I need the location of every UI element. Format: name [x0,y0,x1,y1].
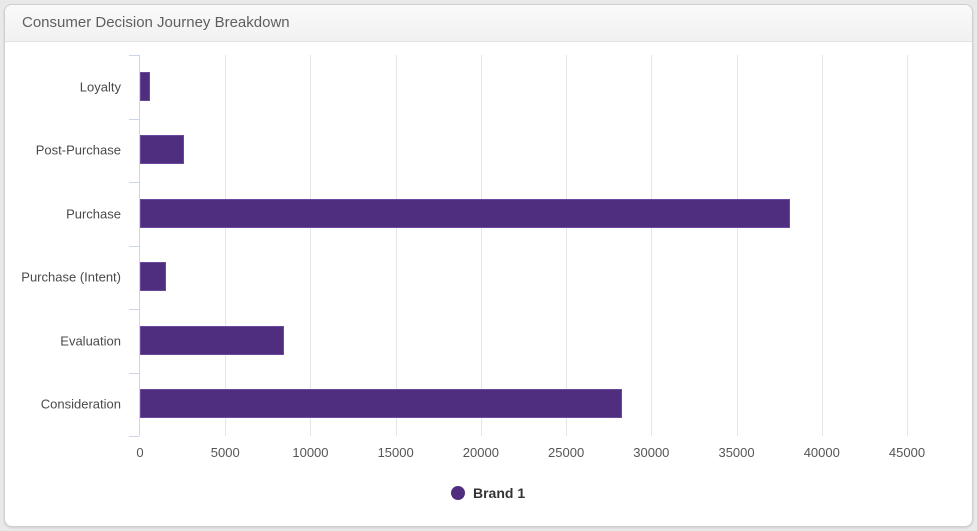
y-tick-mark [129,372,139,374]
x-tick-label: 15000 [377,445,414,460]
bar-purchase[interactable] [140,198,791,228]
card-header: Consumer Decision Journey Breakdown [5,5,972,42]
gridline [310,55,312,436]
bar-loyalty[interactable] [140,71,151,101]
gridline [566,55,568,436]
y-tick-mark [129,309,139,310]
category-label: Consideration [40,396,121,412]
bar-purchase-intent[interactable] [140,262,166,292]
x-tick-label: 45000 [888,445,926,460]
legend-item-brand-1[interactable]: Brand 1 [451,485,525,501]
category-label: Purchase [66,206,121,222]
gridline [395,55,397,436]
legend-label: Brand 1 [473,485,526,501]
legend-marker-icon [451,486,465,500]
chart-title: Consumer Decision Journey Breakdown [22,14,290,31]
x-tick-label: 35000 [718,445,755,460]
bar-post-purchase[interactable] [140,135,185,165]
chart-card: Consumer Decision Journey Breakdown 0 500… [4,4,973,527]
x-tick-label: 0 [136,445,144,460]
category-label: Loyalty [79,79,121,95]
x-tick-label: 40000 [803,445,840,460]
x-tick-label: 25000 [548,445,585,460]
y-tick-mark [129,55,139,56]
bar-consideration[interactable] [140,389,623,419]
y-tick-mark [129,118,139,120]
category-label: Post-Purchase [35,142,121,158]
category-label: Purchase (Intent) [21,269,121,285]
plot-area: 0 5000 10000 15000 20000 25000 30000 35000 40000… [5,5,972,526]
y-tick-mark [129,182,139,183]
gridline [480,55,482,436]
gridline [907,55,908,436]
bar-evaluation[interactable] [140,325,285,355]
gridline [651,55,653,436]
x-tick-label: 20000 [462,445,499,460]
x-tick-label: 5000 [210,445,240,460]
x-tick-label: 30000 [633,445,670,460]
gridline [821,55,823,436]
x-tick-label: 10000 [292,445,329,460]
y-axis-line [139,55,140,436]
gridline [225,55,227,436]
gridline [736,55,738,436]
y-tick-mark [129,436,139,437]
y-tick-mark [129,245,139,247]
category-label: Evaluation [60,333,121,349]
